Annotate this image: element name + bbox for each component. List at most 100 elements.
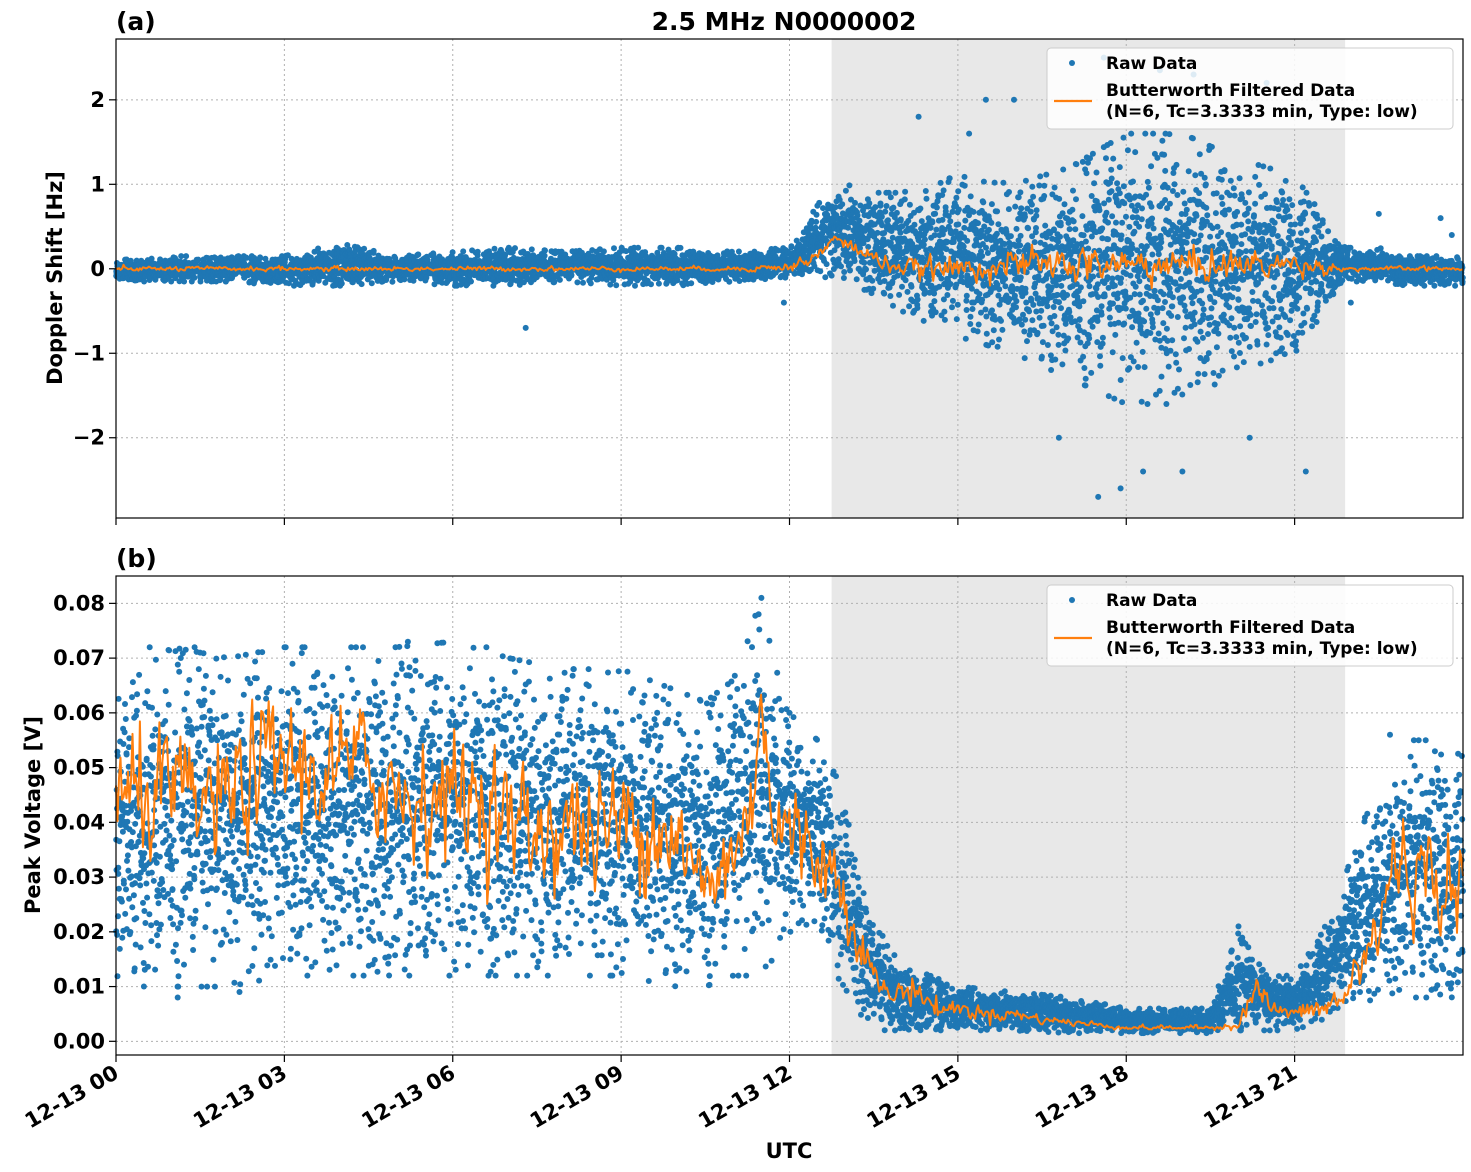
raw-point	[1089, 150, 1096, 157]
raw-point	[613, 282, 620, 289]
raw-point	[1066, 226, 1073, 233]
raw-point	[1105, 196, 1112, 203]
raw-point	[1005, 206, 1012, 213]
raw-point	[1040, 322, 1047, 329]
raw-point	[877, 200, 884, 207]
raw-point	[1073, 161, 1080, 168]
raw-point	[1099, 225, 1106, 232]
raw-point	[1017, 242, 1024, 249]
raw-point	[176, 278, 183, 285]
raw-point	[1029, 183, 1036, 190]
raw-point	[635, 244, 642, 251]
raw-point	[1109, 275, 1116, 282]
raw-point	[1062, 347, 1069, 354]
raw-point	[1013, 298, 1020, 305]
raw-point	[1002, 283, 1009, 290]
raw-point	[1127, 272, 1134, 279]
raw-point	[648, 281, 654, 288]
raw-point	[908, 283, 915, 290]
raw-point	[1130, 358, 1137, 365]
raw-point	[963, 292, 970, 299]
raw-point	[1115, 290, 1121, 297]
raw-point	[346, 246, 353, 253]
raw-point	[967, 193, 974, 200]
raw-point	[887, 194, 894, 201]
raw-point	[967, 313, 974, 320]
raw-point	[389, 278, 396, 285]
raw-point	[1025, 225, 1032, 232]
raw-point	[736, 278, 743, 284]
raw-point	[1060, 166, 1067, 173]
raw-point	[1116, 190, 1123, 197]
raw-point	[1006, 189, 1012, 195]
raw-point	[1126, 365, 1133, 372]
raw-point	[574, 279, 581, 286]
panel-a-label: (a)	[116, 7, 156, 36]
raw-point	[962, 217, 969, 224]
raw-point	[1118, 232, 1125, 239]
raw-point	[1051, 184, 1058, 191]
raw-point	[866, 200, 873, 207]
raw-point	[901, 196, 908, 203]
raw-point	[955, 221, 962, 228]
raw-point	[961, 224, 968, 231]
raw-point	[988, 219, 995, 226]
raw-point	[853, 276, 860, 283]
raw-point	[370, 247, 377, 254]
raw-point	[491, 245, 498, 252]
raw-point	[1136, 278, 1143, 285]
raw-point	[1124, 147, 1131, 154]
raw-point	[338, 280, 345, 287]
raw-point	[1051, 226, 1057, 233]
raw-point	[1033, 225, 1039, 231]
raw-point	[828, 272, 835, 279]
raw-point	[983, 244, 989, 251]
raw-point	[191, 274, 198, 281]
raw-point	[1056, 195, 1063, 202]
raw-point	[1085, 245, 1092, 252]
raw-point	[1055, 341, 1062, 348]
raw-point	[1072, 226, 1079, 233]
raw-point	[1109, 349, 1116, 356]
raw-point	[1015, 248, 1022, 255]
raw-point	[1012, 203, 1019, 210]
raw-point	[611, 245, 617, 252]
raw-point	[933, 226, 940, 233]
raw-point	[869, 277, 876, 284]
raw-point	[861, 259, 868, 266]
raw-point	[315, 245, 322, 252]
raw-point	[885, 217, 891, 224]
raw-point	[1121, 200, 1128, 207]
raw-point	[949, 304, 955, 311]
raw-point	[890, 204, 897, 211]
raw-point	[1013, 225, 1020, 232]
raw-point	[941, 316, 948, 323]
raw-point	[1111, 282, 1118, 289]
raw-point	[947, 218, 954, 225]
raw-point	[1058, 305, 1064, 312]
raw-point	[1143, 243, 1150, 250]
raw-point	[1053, 324, 1060, 331]
raw-point	[1114, 180, 1121, 187]
raw-point	[929, 219, 936, 226]
raw-point	[863, 266, 869, 273]
raw-point	[1088, 369, 1095, 376]
raw-point	[1081, 365, 1088, 371]
raw-point	[914, 296, 921, 303]
raw-point	[872, 204, 879, 211]
raw-point	[1056, 299, 1062, 306]
raw-point	[937, 179, 944, 186]
raw-point	[932, 210, 939, 217]
raw-point	[1139, 348, 1146, 355]
raw-point	[939, 216, 946, 223]
raw-point	[1022, 316, 1029, 323]
raw-point	[813, 211, 820, 218]
raw-point	[994, 208, 1001, 215]
raw-point	[955, 206, 962, 213]
raw-point	[1079, 158, 1086, 165]
raw-point	[1101, 293, 1108, 300]
raw-point	[975, 321, 982, 328]
raw-point	[1042, 222, 1049, 229]
raw-point	[953, 316, 960, 323]
raw-point	[875, 189, 882, 196]
